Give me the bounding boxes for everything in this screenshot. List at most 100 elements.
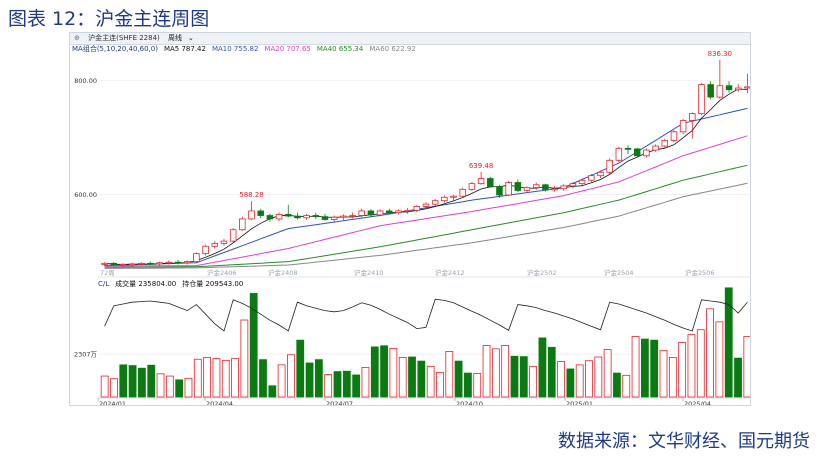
candle-body — [725, 85, 733, 91]
volume-bar — [221, 359, 230, 398]
candle-body — [110, 262, 118, 266]
candle-body — [156, 262, 163, 265]
volume-bar — [119, 364, 128, 398]
time-tick-label: 2024/07 — [326, 400, 353, 406]
volume-bar — [575, 364, 584, 398]
volume-bar — [482, 345, 491, 398]
volume-bar — [585, 360, 593, 398]
open-interest-line — [104, 298, 748, 332]
volume-bar — [724, 287, 733, 398]
volume-bar — [687, 334, 696, 398]
instrument-label[interactable]: 沪金主连(SHFE 2284) — [88, 34, 160, 42]
peak-price-label: 588.28 — [239, 191, 263, 199]
contract-roll-label: 沪金2408 — [268, 268, 298, 277]
volume-bar — [640, 338, 649, 398]
contract-roll-label: 沪金2412 — [435, 268, 465, 277]
candle-body — [551, 188, 558, 191]
chevron-down-icon: ⌄ — [188, 34, 194, 42]
price-volume-chart[interactable]: 800.00 600.00 588.28 639.48 836.30 72周 沪金2406 沪… — [70, 33, 751, 406]
ma-legend-item: MA组合(5,10,20,40,60,0) — [72, 45, 158, 53]
volume-bar — [613, 372, 621, 398]
volume-bar — [668, 356, 677, 398]
volume-bar — [464, 372, 472, 398]
candle-body — [615, 147, 623, 161]
candle-body — [431, 200, 439, 205]
volume-bar — [203, 356, 212, 398]
ma-legend-item: MA60 622.92 — [369, 45, 416, 53]
volume-bar — [314, 359, 323, 398]
candle-body — [211, 243, 219, 247]
candle-body — [652, 145, 659, 151]
candle-body — [202, 245, 209, 255]
candle-body — [698, 84, 705, 115]
candle-body — [523, 187, 531, 191]
candle-body — [266, 215, 274, 220]
volume-bar — [287, 354, 295, 398]
volume-bar — [473, 373, 482, 398]
volume-bar — [538, 337, 547, 398]
volume-bar — [417, 360, 426, 398]
volume-bar — [333, 371, 342, 398]
price-tick-label: 600.00 — [74, 191, 97, 199]
volume-bar — [361, 367, 370, 398]
ma-legend-item: MA5 787.42 — [163, 45, 206, 53]
candle-body — [257, 210, 264, 216]
volume-bar — [370, 346, 379, 398]
candle-body — [744, 86, 750, 89]
volume-legend-item: 持仓量 209543.00 — [182, 280, 244, 288]
candle-body — [275, 213, 283, 220]
volume-bar — [147, 364, 156, 398]
candle-body — [624, 147, 632, 150]
volume-bar — [175, 379, 184, 398]
candle-body — [505, 182, 512, 196]
pin-icon[interactable]: ⊕ — [74, 34, 80, 42]
contract-roll-label: 沪金2504 — [604, 268, 634, 277]
candle-body — [532, 184, 540, 189]
volume-bar — [296, 339, 305, 398]
candle-body — [193, 253, 200, 263]
candle-body — [183, 261, 191, 264]
terminal-header: ⊕ 沪金主连(SHFE 2284) 周线 ⌄ — [70, 33, 750, 45]
candle-body — [138, 262, 145, 265]
volume-bar — [454, 360, 463, 398]
volume-bar — [342, 370, 351, 398]
candle-body — [174, 261, 182, 264]
candle-body — [679, 120, 687, 133]
candle-body — [734, 87, 742, 91]
candle-body — [496, 186, 503, 196]
volume-bar — [240, 319, 249, 398]
time-tick-label: 2025/04 — [684, 400, 711, 406]
volume-bar — [268, 385, 277, 398]
volume-bar — [128, 365, 137, 398]
time-tick-label: 2024/01 — [99, 400, 126, 406]
volume-bar — [529, 365, 538, 398]
ma-line-ma10 — [104, 107, 748, 267]
volume-bar — [231, 358, 239, 398]
candle-body — [487, 178, 494, 187]
volume-bar — [491, 348, 500, 398]
candle-body — [128, 263, 136, 266]
volume-bar — [408, 356, 416, 398]
chart-terminal[interactable]: ⊕ 沪金主连(SHFE 2284) 周线 ⌄ MA组合(5,10,20,40,60… — [69, 32, 751, 406]
peak-price-label: 836.30 — [708, 50, 733, 58]
volume-bar — [706, 308, 714, 398]
volume-bar — [380, 345, 388, 398]
volume-legend-item: C/L — [98, 280, 110, 288]
candle-body — [441, 196, 448, 202]
contract-roll-label: 沪金2406 — [207, 268, 237, 277]
ma-line-ma60 — [104, 182, 748, 269]
ma-legend-item: MA20 707.65 — [264, 45, 311, 53]
period-selector[interactable]: 周线 ⌄ — [168, 33, 200, 44]
figure-title: 图表 12：沪金主连周图 — [8, 8, 210, 30]
contract-roll-label: 72周 — [100, 269, 115, 277]
volume-bar — [547, 346, 556, 398]
candle-body — [661, 139, 669, 147]
volume-bar — [566, 368, 575, 398]
candle-body — [248, 210, 255, 220]
volume-bar — [715, 321, 724, 398]
candle-body — [303, 215, 310, 219]
time-tick-label: 2025/01 — [566, 400, 593, 406]
candle-body — [542, 184, 549, 191]
candle-body — [514, 182, 522, 191]
volume-bar — [389, 348, 398, 398]
